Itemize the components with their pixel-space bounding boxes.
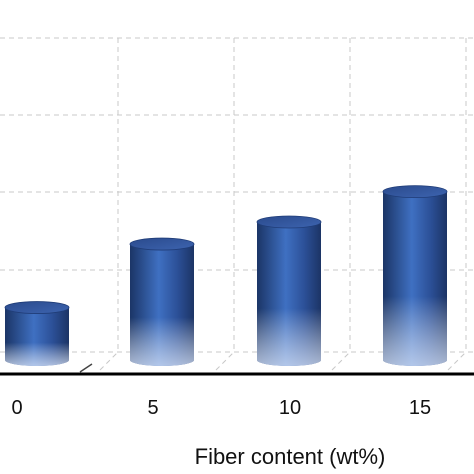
grid-depth-line	[447, 351, 467, 371]
bar-10	[256, 215, 322, 366]
bars	[4, 185, 448, 366]
grid-depth-line	[331, 351, 351, 371]
grid-depth-line	[215, 351, 235, 371]
x-tick-labels: 0 5 10 15	[11, 397, 431, 419]
bar-top-cap	[4, 301, 70, 314]
bar-top-cap	[382, 185, 448, 199]
x-axis-title: Fiber content (wt%)	[195, 444, 386, 469]
bar-highlight	[257, 222, 321, 366]
axis-depth-tick	[79, 363, 93, 373]
grid-depth-line	[99, 351, 119, 371]
x-tick-label: 15	[409, 397, 431, 419]
grid-lines	[0, 37, 474, 373]
bar-highlight	[5, 307, 69, 366]
x-tick-label: 10	[279, 397, 301, 419]
bar-top-cap	[129, 237, 195, 251]
bar-highlight	[383, 191, 447, 366]
x-tick-label: 5	[147, 397, 158, 419]
bar-top-cap	[256, 215, 322, 229]
bar-15	[382, 185, 448, 366]
bar-5	[129, 237, 195, 366]
bar-highlight	[130, 244, 194, 366]
x-tick-label: 0	[11, 397, 22, 419]
bar-0	[4, 301, 70, 366]
